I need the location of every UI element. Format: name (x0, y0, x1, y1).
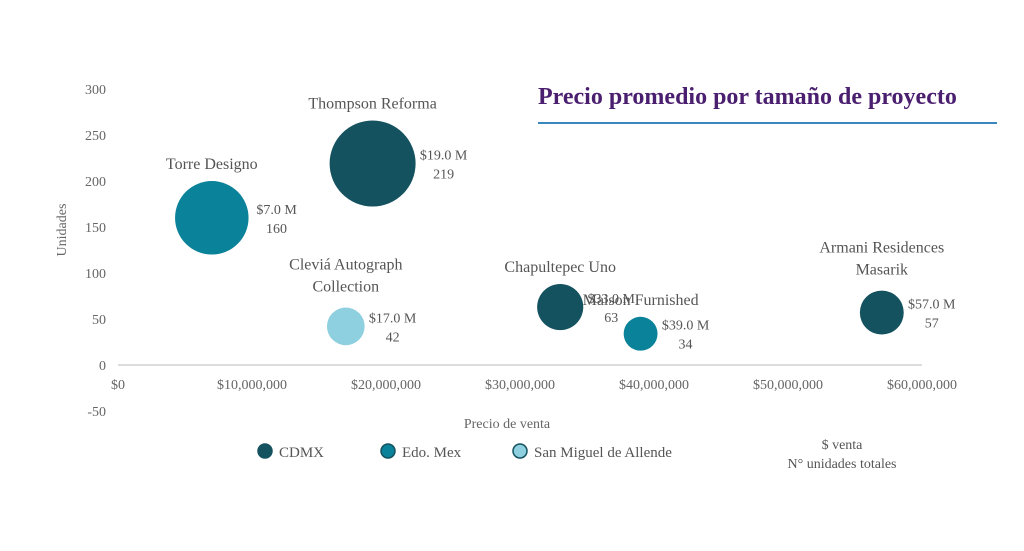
legend-swatch (257, 443, 273, 459)
x-tick-label: $20,000,000 (351, 378, 421, 393)
bubble-point: Thompson Reforma $19.0 M 219 (308, 96, 468, 207)
bubble-value-label: $33.0 M (588, 292, 636, 307)
y-tick-label: -50 (87, 405, 106, 420)
bubble-size-key: $ venta N° unidades totales (787, 438, 896, 472)
bubble-point: Maison Furnished $39.0 M 34 (583, 292, 710, 353)
bubble-point: Cleviá Autograph Collection $17.0 M 42 (289, 257, 417, 346)
bubble-name-label: Thompson Reforma (308, 96, 436, 113)
bubble-value-label: $19.0 M (420, 149, 468, 164)
y-tick-label: 0 (99, 359, 106, 374)
bubble-key-label: N° unidades totales (787, 457, 896, 472)
y-tick-label: 250 (85, 129, 106, 144)
legend-label: CDMX (279, 445, 324, 461)
bubble-value-label: 42 (386, 330, 400, 345)
legend-item: San Miguel de Allende (512, 443, 672, 461)
bubble-point: Chapultepec Uno $33.0 M 63 (504, 259, 636, 331)
x-tick-label: $30,000,000 (485, 378, 555, 393)
bubble-point: Torre Designo $7.0 M 160 (166, 156, 297, 255)
y-tick-label: 100 (85, 267, 106, 282)
bubble-value-label: 160 (266, 222, 287, 237)
bubble-key-label: $ venta (822, 438, 864, 453)
bubble-value-label: 219 (433, 168, 454, 183)
x-tick-label: $40,000,000 (619, 378, 689, 393)
bubble-value-label: 34 (679, 338, 693, 353)
legend-swatch (380, 443, 396, 459)
bubble-marker (175, 181, 249, 255)
x-tick-label: $0 (111, 378, 125, 393)
bubble-value-label: $7.0 M (256, 203, 297, 218)
legend-label: San Miguel de Allende (534, 445, 672, 461)
legend-item: Edo. Mex (380, 443, 462, 461)
x-axis-ticks: $0 $10,000,000 $20,000,000 $30,000,000 $40,0… (111, 378, 957, 393)
legend-label: Edo. Mex (402, 445, 462, 461)
bubble-name-label: Torre Designo (166, 156, 258, 173)
y-axis-label: Unidades (55, 204, 70, 257)
bubble-name-label: Maison Furnished (583, 292, 699, 309)
y-axis-ticks: 300 250 200 150 100 50 0 -50 (85, 83, 106, 420)
x-tick-label: $10,000,000 (217, 378, 287, 393)
legend-item: CDMX (257, 443, 324, 461)
bubble-marker (329, 120, 416, 207)
y-tick-label: 50 (92, 313, 106, 328)
bubble-value-label: 63 (604, 311, 618, 326)
bubble-name-label: Masarik (856, 262, 908, 279)
legend: CDMX Edo. Mex San Miguel de Allende (257, 443, 672, 461)
bubble-marker (326, 307, 365, 346)
bubble-marker (537, 283, 584, 331)
y-tick-label: 300 (85, 83, 106, 98)
bubble-name-label: Cleviá Autograph (289, 257, 402, 274)
bubble-marker (623, 316, 658, 351)
x-axis-label: Precio de venta (464, 417, 551, 432)
legend-swatch (512, 443, 528, 459)
y-tick-label: 150 (85, 221, 106, 236)
x-tick-label: $50,000,000 (753, 378, 823, 393)
bubble-marker (859, 290, 904, 335)
x-tick-label: $60,000,000 (887, 378, 957, 393)
bubble-value-label: $17.0 M (369, 311, 417, 326)
bubble-name-label: Collection (312, 279, 379, 296)
bubble-name-label: Armani Residences (819, 240, 944, 257)
y-tick-label: 200 (85, 175, 106, 190)
bubble-value-label: 57 (925, 317, 939, 332)
bubble-value-label: $39.0 M (662, 319, 710, 334)
chart-title: Precio promedio por tamaño de proyecto (538, 84, 957, 110)
bubble-value-label: $57.0 M (908, 298, 956, 313)
bubbles: Thompson Reforma $19.0 M 219 Torre Designo $… (166, 96, 956, 353)
bubble-name-label: Chapultepec Uno (504, 259, 616, 276)
bubble-point: Armani Residences Masarik $57.0 M 57 (819, 240, 956, 335)
